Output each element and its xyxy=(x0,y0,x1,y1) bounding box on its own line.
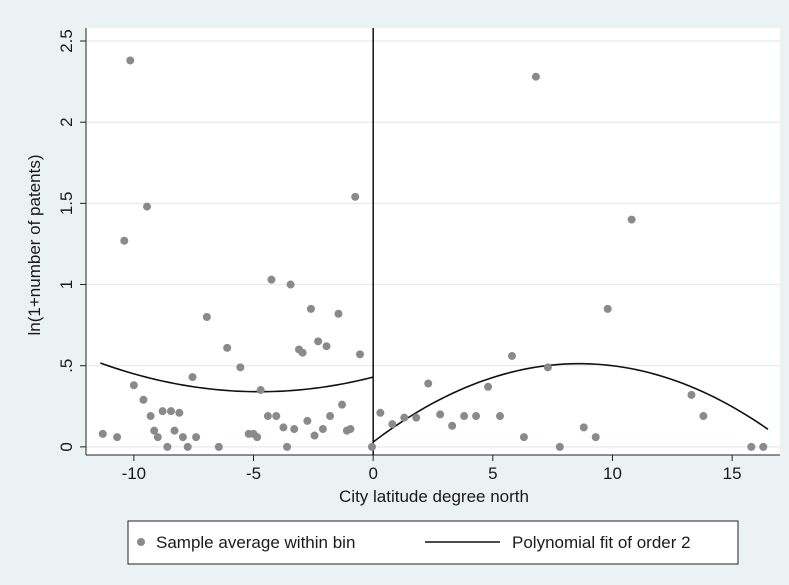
data-point xyxy=(699,412,708,421)
data-point xyxy=(310,431,319,440)
data-point xyxy=(129,381,138,390)
data-point xyxy=(170,426,179,435)
data-point xyxy=(314,337,323,346)
data-point xyxy=(400,413,409,422)
data-point xyxy=(223,343,232,352)
data-point xyxy=(303,416,312,425)
data-point xyxy=(306,304,315,313)
data-point xyxy=(376,408,385,417)
data-point xyxy=(267,275,276,284)
data-point xyxy=(448,421,457,430)
data-point xyxy=(153,433,162,442)
data-point xyxy=(113,433,122,442)
x-tick-label: 15 xyxy=(723,464,742,483)
data-point xyxy=(263,412,272,421)
data-point xyxy=(747,442,756,451)
data-point xyxy=(202,313,211,321)
data-point xyxy=(351,192,360,201)
data-point xyxy=(519,433,528,442)
x-tick-label: 10 xyxy=(603,464,622,483)
data-point xyxy=(424,379,433,388)
data-point xyxy=(120,236,129,245)
y-tick-label: 2 xyxy=(57,117,76,126)
data-point xyxy=(146,412,155,421)
data-point xyxy=(484,382,493,391)
fit-curve-left xyxy=(100,362,374,393)
data-point xyxy=(759,442,768,451)
data-point xyxy=(290,425,299,434)
x-axis-label: City latitude degree north xyxy=(339,487,529,506)
data-point xyxy=(338,400,347,409)
y-tick-label: 1 xyxy=(57,280,76,289)
y-tick-label: 2.5 xyxy=(57,29,76,53)
x-tick-label: 5 xyxy=(488,464,497,483)
data-point xyxy=(412,413,421,422)
data-point xyxy=(555,442,564,451)
data-point xyxy=(356,350,365,359)
legend-label-scatter: Sample average within bin xyxy=(156,533,355,552)
data-point xyxy=(472,412,481,421)
data-point xyxy=(188,373,197,382)
data-point xyxy=(183,442,192,451)
y-tick-label: .5 xyxy=(57,359,76,373)
data-point xyxy=(279,423,288,432)
data-point xyxy=(346,425,355,434)
data-point xyxy=(214,442,223,451)
data-point xyxy=(236,363,245,372)
data-point xyxy=(178,433,187,442)
data-point xyxy=(143,202,152,211)
data-point xyxy=(158,407,167,416)
data-point xyxy=(283,442,292,451)
data-point xyxy=(460,412,469,421)
data-point xyxy=(272,412,281,421)
x-tick-label: -5 xyxy=(246,464,261,483)
data-point xyxy=(591,433,600,442)
data-point xyxy=(322,342,331,351)
legend-label-line: Polynomial fit of order 2 xyxy=(512,533,691,552)
data-point xyxy=(318,425,327,434)
data-point xyxy=(175,408,184,417)
data-point xyxy=(496,412,505,421)
data-point xyxy=(367,442,376,451)
data-point xyxy=(531,72,540,81)
plot-area xyxy=(86,28,780,455)
data-point xyxy=(126,56,135,65)
legend: Sample average within bin Polynomial fit… xyxy=(127,520,739,565)
x-tick-label: -10 xyxy=(122,464,147,483)
data-point xyxy=(579,423,588,432)
data-point xyxy=(150,426,159,435)
data-point xyxy=(326,412,335,421)
data-point xyxy=(687,390,696,399)
data-point xyxy=(334,309,343,318)
data-point xyxy=(388,420,397,429)
legend-marker-scatter xyxy=(137,538,145,546)
data-point xyxy=(298,348,307,357)
data-point xyxy=(192,433,201,442)
data-point xyxy=(253,433,262,442)
x-tick-label: 0 xyxy=(368,464,377,483)
data-point xyxy=(256,386,265,395)
data-point xyxy=(627,215,636,224)
data-point xyxy=(98,429,107,438)
y-axis-label: ln(1+number of patents) xyxy=(25,155,44,336)
data-point xyxy=(286,280,295,289)
y-tick-label: 0 xyxy=(57,442,76,451)
data-point xyxy=(543,363,552,372)
data-point xyxy=(603,304,612,313)
data-point xyxy=(163,442,172,451)
data-point xyxy=(507,351,516,360)
data-point xyxy=(436,410,445,419)
y-tick-label: 1.5 xyxy=(57,192,76,216)
data-point xyxy=(166,407,175,416)
data-point xyxy=(139,395,148,404)
fit-curve-right xyxy=(372,362,769,443)
